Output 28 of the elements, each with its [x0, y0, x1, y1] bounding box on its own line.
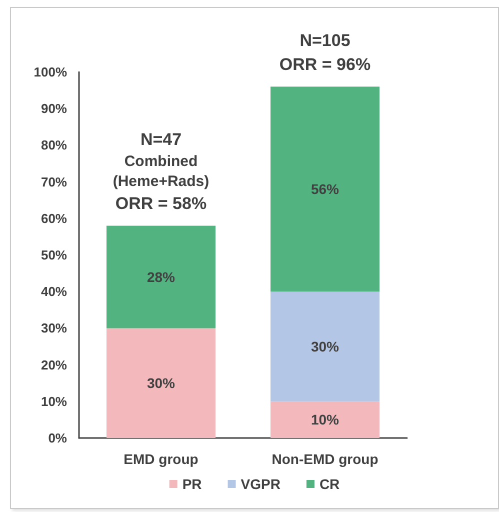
legend-label: VGPR: [240, 476, 280, 492]
y-tick-label: 10%: [40, 394, 68, 409]
annotation: N=47 Combined (Heme+Rads) ORR = 58%: [112, 130, 210, 214]
legend-label: CR: [319, 476, 340, 492]
y-tick-label: 100%: [34, 64, 68, 80]
annotation: N=105 ORR = 96%: [279, 31, 371, 74]
x-tick-label: EMD group: [124, 451, 198, 467]
legend-label: PR: [182, 476, 202, 492]
y-tick-label: 80%: [40, 138, 68, 153]
bar: [270, 292, 380, 402]
y-tick-label: 50%: [40, 248, 68, 262]
data-label: 10%: [310, 412, 340, 428]
data-label: 28%: [146, 268, 176, 285]
bar: [270, 86, 380, 292]
data-label: 30%: [146, 375, 176, 392]
data-label: 30%: [310, 338, 340, 354]
y-tick-label: 60%: [40, 210, 68, 226]
y-tick-label: 20%: [40, 357, 68, 372]
bar: [106, 226, 216, 328]
y-tick-label: 90%: [40, 101, 68, 116]
y-tick-label: 0%: [48, 430, 68, 446]
x-tick-label: Non-EMD group: [272, 451, 378, 467]
y-tick-label: 30%: [40, 320, 68, 336]
y-tick-label: 40%: [40, 284, 68, 300]
bar: [270, 401, 380, 438]
data-label: 56%: [310, 181, 340, 198]
y-tick-label: 70%: [40, 174, 68, 190]
bar: [106, 328, 216, 438]
